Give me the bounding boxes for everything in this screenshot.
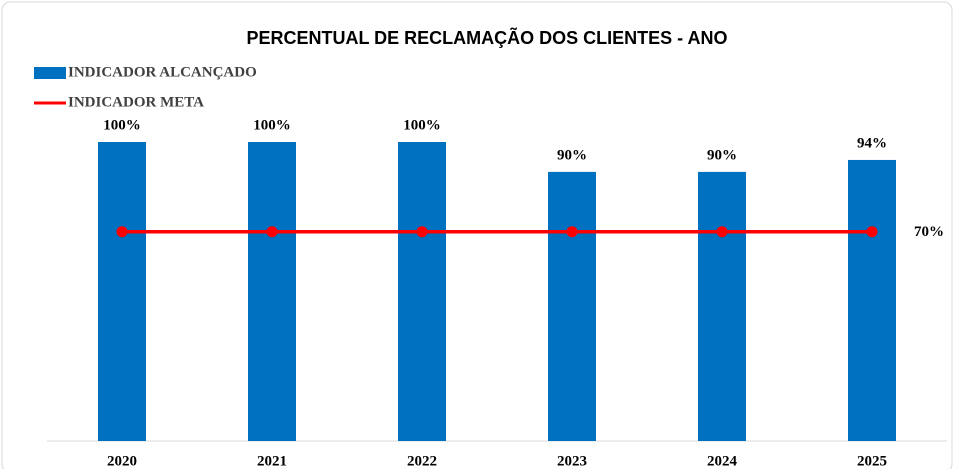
bar (98, 142, 146, 441)
data-label: 70% (914, 224, 944, 240)
data-label: 90% (557, 147, 587, 163)
x-tick-label: 2023 (557, 453, 587, 469)
bar (548, 171, 596, 441)
legend-label: INDICADOR META (68, 94, 204, 110)
data-label: 100% (253, 117, 291, 133)
bar (248, 142, 296, 441)
data-label: 100% (403, 117, 441, 133)
x-tick-label: 2025 (857, 453, 887, 469)
chart-title: PERCENTUAL DE RECLAMAÇÃO DOS CLIENTES - … (246, 27, 727, 48)
line-marker (716, 226, 728, 238)
data-label: 100% (103, 117, 141, 133)
bar (398, 142, 446, 441)
x-tick-label: 2020 (107, 453, 137, 469)
legend-label: INDICADOR ALCANÇADO (68, 64, 257, 80)
x-tick-label: 2021 (257, 453, 287, 469)
legend-swatch (34, 67, 66, 79)
data-label: 94% (857, 135, 887, 151)
data-label: 90% (707, 147, 737, 163)
x-tick-label: 2024 (707, 453, 738, 469)
x-tick-label: 2022 (407, 453, 437, 469)
line-marker (566, 226, 578, 238)
bar (698, 171, 746, 441)
line-marker (116, 226, 128, 238)
line-marker (866, 226, 878, 238)
line-marker (266, 226, 278, 238)
line-marker (416, 226, 428, 238)
bar (848, 159, 896, 441)
